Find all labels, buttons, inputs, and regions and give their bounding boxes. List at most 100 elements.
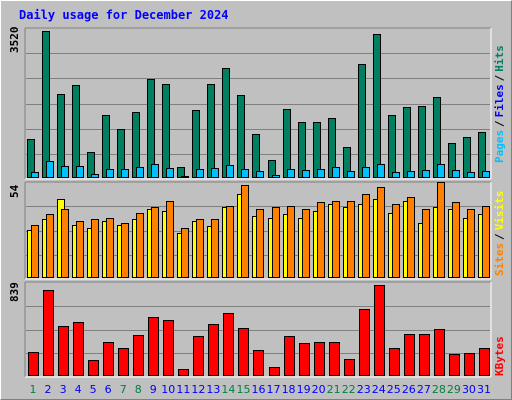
sites-bar	[121, 223, 129, 278]
kbytes-bar	[163, 320, 174, 376]
hits-bar	[373, 34, 381, 178]
pages-bar	[61, 166, 69, 178]
kbytes-bar	[223, 313, 234, 376]
sites-bar	[452, 202, 460, 278]
pages-bar	[181, 176, 189, 178]
pages-bar	[151, 164, 159, 178]
sites-bar	[151, 207, 159, 278]
kbytes-bar	[344, 359, 355, 376]
sites-bar	[106, 218, 114, 278]
day-label: 16	[252, 383, 266, 396]
hits-bar	[192, 110, 200, 178]
kbytes-bar	[464, 353, 475, 376]
kbytes-bar	[389, 348, 400, 376]
day-label: 13	[206, 383, 220, 396]
day-label: 30	[462, 383, 476, 396]
sites-bar	[196, 219, 204, 278]
pages-bar	[226, 165, 234, 178]
pages-bar	[287, 169, 295, 178]
day-label: 31	[477, 383, 491, 396]
kbytes-bar	[43, 290, 54, 376]
day-label: 28	[432, 383, 446, 396]
hits-bar	[403, 107, 411, 178]
hits-bar	[27, 139, 35, 178]
pages-bar	[332, 167, 340, 178]
hits-bar	[478, 132, 486, 178]
kbytes-bar	[238, 328, 249, 376]
sites-bar	[467, 209, 475, 278]
pages-bar	[256, 171, 264, 178]
kbytes-bar	[449, 354, 460, 376]
day-label: 6	[105, 383, 112, 396]
kbytes-bar	[479, 348, 490, 376]
day-label: 21	[327, 383, 341, 396]
kbytes-bar	[269, 367, 280, 376]
pages-bar	[241, 169, 249, 178]
pages-bar	[482, 171, 490, 178]
sites-bar	[226, 206, 234, 278]
day-label: 1	[30, 383, 37, 396]
day-label: 5	[90, 383, 97, 396]
kbytes-max-label: 839	[8, 282, 21, 302]
pages-bar	[91, 174, 99, 178]
sites-max-label: 54	[8, 184, 21, 198]
sites-bar	[91, 219, 99, 278]
sites-bar	[302, 209, 310, 278]
day-label: 14	[221, 383, 235, 396]
day-label: 15	[236, 383, 250, 396]
legend-middle-b: /	[493, 233, 506, 240]
day-label: 27	[417, 383, 431, 396]
kbytes-bar	[28, 352, 39, 376]
kbytes-bar	[374, 285, 385, 376]
hits-max-label: 3520	[8, 27, 21, 54]
sites-bar	[317, 202, 325, 278]
sites-bar	[256, 209, 264, 278]
sites-bar	[287, 206, 295, 278]
hits-bar	[388, 115, 396, 178]
kbytes-bar	[118, 348, 129, 376]
kbytes-bar	[329, 342, 340, 376]
hits-bar	[358, 64, 366, 178]
kbytes-bar	[253, 350, 264, 376]
hits-bar	[283, 109, 291, 178]
sites-bar	[46, 214, 54, 278]
kbytes-bar	[88, 360, 99, 376]
pages-bar	[467, 172, 475, 178]
hits-bar	[463, 137, 471, 178]
kbytes-bar	[103, 342, 114, 376]
kbytes-bar	[434, 329, 445, 376]
day-label: 20	[312, 383, 326, 396]
sites-bar	[181, 228, 189, 278]
kbytes-bar	[133, 335, 144, 376]
hits-bar	[87, 152, 95, 178]
pages-bar	[106, 169, 114, 178]
pages-bar	[76, 166, 84, 178]
sites-bar	[241, 185, 249, 278]
kbytes-bar	[299, 343, 310, 376]
hits-bar	[72, 85, 80, 178]
hits-bar	[102, 115, 110, 178]
pages-bar	[452, 170, 460, 178]
day-label: 12	[191, 383, 205, 396]
kbytes-bar	[178, 369, 189, 376]
pages-bar	[317, 169, 325, 178]
legend-top-a: Pages	[493, 130, 506, 163]
day-label: 2	[45, 383, 52, 396]
hits-bar	[268, 160, 276, 178]
kbytes-bar	[419, 334, 430, 376]
sites-bar	[61, 209, 69, 278]
legend-middle-a: Sites	[493, 243, 506, 276]
day-label: 25	[387, 383, 401, 396]
legend-middle-c: Visits	[493, 191, 506, 231]
kbytes-bar	[404, 334, 415, 376]
legend-top-b: /	[493, 120, 506, 127]
pages-bar	[166, 168, 174, 178]
hits-bar	[298, 122, 306, 178]
pages-bar	[121, 169, 129, 178]
pages-bar	[136, 167, 144, 178]
day-label: 11	[176, 383, 190, 396]
pages-bar	[196, 169, 204, 178]
pages-bar	[272, 175, 280, 178]
pages-bar	[46, 161, 54, 178]
